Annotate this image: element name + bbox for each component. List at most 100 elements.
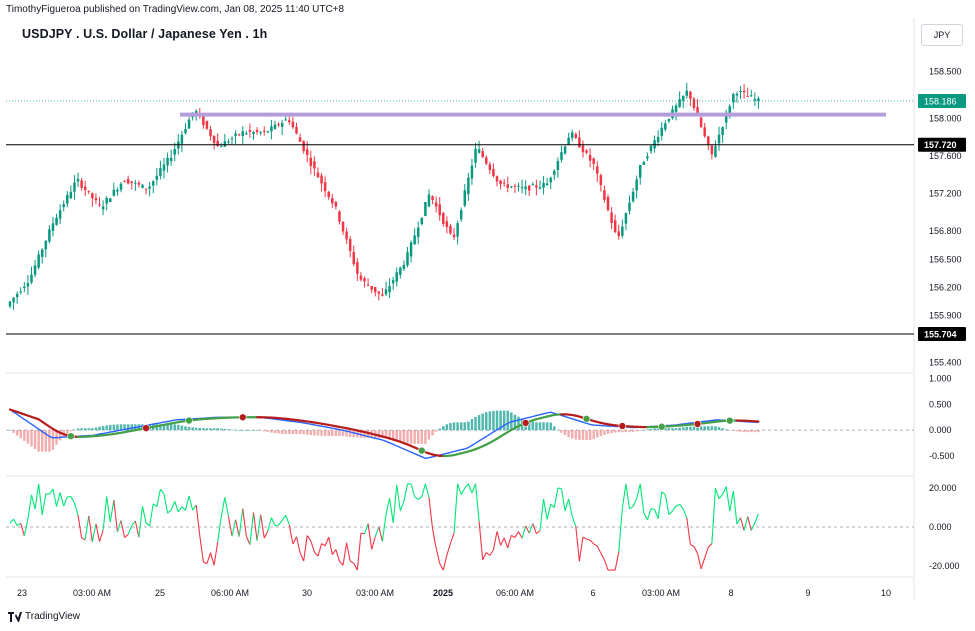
candle [116,187,119,196]
osc-segment [16,522,22,526]
candle [316,167,320,178]
osc-segment [389,498,394,523]
candle [144,188,148,195]
osc-segment [553,487,559,508]
candle-body [359,275,363,280]
candle-body [585,150,588,153]
osc-segment [267,517,272,532]
histogram-bar [517,416,520,431]
candle-body [596,166,599,174]
osc-segment [621,483,627,509]
histogram-bar [506,410,510,431]
candle-body [166,157,169,166]
candle [40,248,44,264]
osc-segment [317,543,323,557]
candle-body [624,213,628,224]
histogram-bar [101,426,105,431]
candle-body [184,128,187,134]
candle-body [155,175,159,180]
osc-segment [131,520,136,527]
osc-segment [34,483,40,510]
histogram-bar [721,428,724,431]
osc-segment [295,536,301,553]
candle-body [80,180,83,188]
candle [563,145,567,155]
candle [209,125,212,141]
histogram-bar [313,430,316,436]
osc-segment [618,508,623,552]
histogram-bar [298,430,302,435]
osc-segment [521,525,527,539]
osc-segment [152,503,158,508]
candle [549,176,552,190]
osc-segment [629,505,634,510]
osc-segment [63,496,68,507]
osc-segment [650,508,655,510]
candle [341,221,345,235]
candle-body [277,124,280,126]
histogram-bar [73,429,76,431]
histogram-bar [391,430,395,441]
osc-segment [449,532,455,544]
candle-body [356,262,359,274]
candle [585,149,588,155]
price-tick-label: 157.600 [929,151,962,161]
histogram-bar [227,429,230,431]
candle-body [742,90,746,93]
candle [621,219,624,239]
price-tick: 156.800 [929,226,962,236]
tradingview-logo[interactable]: TradingView [8,611,80,622]
cross-marker [618,422,627,430]
price-tick-label: 155.400 [929,358,962,368]
osc-segment [747,516,752,531]
osc-segment [141,506,147,523]
osc-segment [682,508,688,519]
candle [714,140,717,158]
histogram-bar [26,430,30,444]
osc-segment [292,536,297,545]
candle [94,193,98,205]
candle-body [724,112,728,123]
candle [506,176,510,193]
candle-body [549,177,552,183]
histogram-bar [678,427,681,431]
histogram-bar [545,422,549,431]
candle [553,169,556,181]
candle [23,281,26,293]
candle-body [420,217,424,224]
histogram-bar [87,428,91,431]
candle-body [83,186,87,191]
histogram-bar [671,428,674,431]
candle [717,126,721,151]
osc-segment [195,504,201,536]
candle [248,123,252,138]
macd-tick-label: 0.500 [929,399,952,409]
osc-segment [299,552,305,562]
candle-body [270,126,273,132]
candle-body [431,196,434,200]
histogram-bar [746,430,749,433]
osc-segment [432,528,437,549]
candle-body [255,129,259,132]
candle [671,105,674,120]
price-tick: 155.900 [929,311,962,321]
candle-body [37,254,40,268]
macd-tick-label: -0.500 [929,451,955,461]
candle-body [94,198,98,201]
candle-body [495,176,499,182]
osc-segment [417,496,423,500]
histogram-bar [617,430,621,433]
osc-segment [571,516,577,527]
candle [416,221,420,245]
histogram-bar [205,428,209,431]
currency-button[interactable]: JPY [921,24,963,46]
histogram-bar [220,428,223,431]
histogram-bar [699,426,703,431]
candle-body [327,191,330,198]
time-tick-label: 9 [805,588,810,598]
histogram-bar [30,430,33,447]
cross-marker [185,416,193,425]
candle [320,172,323,192]
osc-segment [424,483,430,498]
